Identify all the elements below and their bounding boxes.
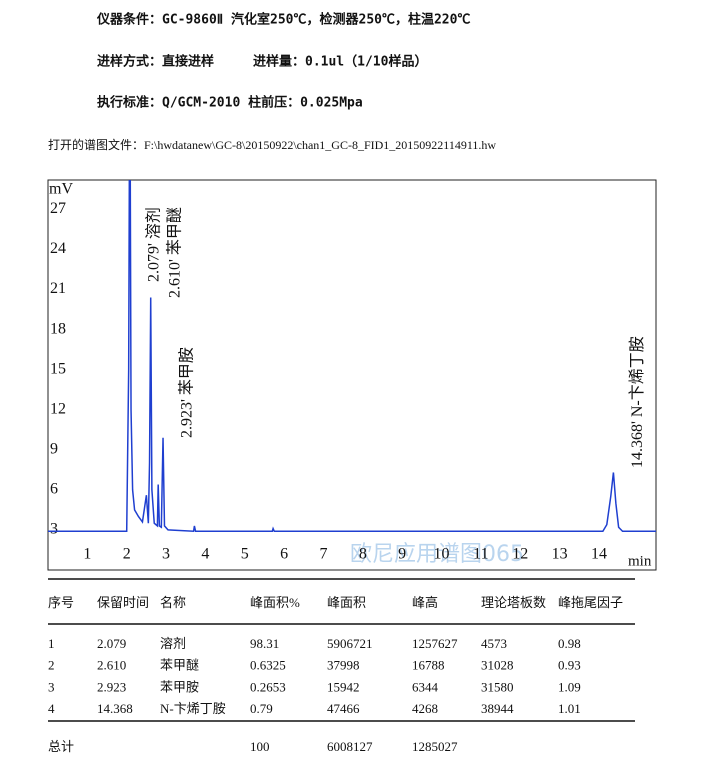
table-cell: 31580: [481, 679, 514, 694]
chromatogram-trace: [48, 180, 656, 533]
column-header: 保留时间: [97, 595, 149, 610]
x-tick-label: 10: [434, 546, 450, 563]
watermark: 欧尼应用谱图065: [350, 542, 524, 567]
table-cell: 溶剂: [160, 636, 186, 651]
table-cell: 15942: [327, 679, 360, 694]
table-cell: 1257627: [412, 636, 458, 651]
table-cell: 4268: [412, 701, 438, 716]
y-tick-label: 18: [50, 320, 66, 337]
table-cell: 4: [48, 701, 55, 716]
x-tick-label: 13: [552, 546, 568, 563]
column-header: 峰拖尾因子: [558, 595, 623, 610]
x-tick-label: 3: [162, 546, 170, 563]
x-tick-label: 4: [201, 546, 209, 563]
table-cell: 2.610: [97, 658, 126, 673]
table-cell: 16788: [412, 658, 445, 673]
table-cell: 苯甲胺: [160, 679, 199, 694]
peak-label: 2.923' 苯甲胺: [178, 347, 196, 438]
table-cell: 2: [48, 658, 55, 673]
column-header: 峰面积%: [250, 595, 300, 610]
y-tick-label: 9: [50, 440, 58, 457]
injection-mode: 进样方式：直接进样: [97, 54, 214, 70]
y-tick-label: 15: [50, 360, 66, 377]
y-tick-label: 3: [50, 521, 58, 538]
table-cell: 2.923: [97, 679, 126, 694]
table-cell: 3: [48, 679, 55, 694]
table-cell: 0.98: [558, 636, 581, 651]
peak-label: 2.079' 溶剂: [144, 207, 162, 282]
y-tick-label: 21: [50, 280, 66, 297]
x-tick-label: 11: [473, 546, 488, 563]
x-tick-label: 12: [512, 546, 528, 563]
x-tick-label: 6: [280, 546, 288, 563]
table-cell: 6344: [412, 679, 439, 694]
table-cell: 1.09: [558, 679, 581, 694]
table-cell: 2.079: [97, 636, 126, 651]
total-cell: 1285027: [412, 739, 458, 754]
y-tick-label: 6: [50, 481, 58, 498]
table-cell: 0.93: [558, 658, 581, 673]
x-tick-label: 14: [591, 546, 607, 563]
standard: 执行标准：Q/GCM-2010 柱前压：0.025Mpa: [97, 95, 363, 111]
x-tick-label: 2: [123, 546, 131, 563]
table-cell: 苯甲醚: [160, 658, 199, 673]
table-cell: 5906721: [327, 636, 373, 651]
y-unit: mV: [49, 181, 73, 198]
table-cell: 1: [48, 636, 55, 651]
table-cell: 14.368: [97, 701, 133, 716]
conditions: 仪器条件：GC-9860Ⅱ 汽化室250℃，检测器250℃，柱温220℃: [96, 12, 470, 28]
x-tick-label: 7: [319, 546, 327, 563]
x-tick-label: 1: [83, 546, 91, 563]
column-header: 名称: [160, 595, 186, 610]
x-tick-label: 9: [398, 546, 406, 563]
table-cell: N-卞烯丁胺: [160, 701, 226, 716]
column-header: 峰高: [412, 595, 438, 610]
y-tick-label: 24: [50, 240, 66, 257]
y-tick-label: 27: [50, 200, 66, 217]
injection-volume: 进样量：0.1ul（1/10样品）: [253, 54, 427, 70]
total-cell: 6008127: [327, 739, 373, 754]
peak-label: 2.610' 苯甲醚: [165, 207, 183, 298]
x-unit: min: [628, 553, 652, 569]
y-tick-label: 12: [50, 400, 66, 417]
total-cell: 总计: [48, 739, 74, 754]
table-cell: 98.31: [250, 636, 279, 651]
table-cell: 47466: [327, 701, 360, 716]
x-tick-label: 5: [241, 546, 249, 563]
column-header: 峰面积: [327, 595, 366, 610]
column-header: 序号: [48, 595, 74, 610]
table-cell: 38944: [481, 701, 514, 716]
table-cell: 4573: [481, 636, 507, 651]
x-tick-label: 8: [359, 546, 367, 563]
table-cell: 0.6325: [250, 658, 286, 673]
column-header: 理论塔板数: [481, 595, 546, 610]
total-cell: 100: [250, 739, 270, 754]
table-cell: 37998: [327, 658, 360, 673]
plot-frame: [47, 179, 657, 571]
table-cell: 31028: [481, 658, 514, 673]
file-path: 打开的谱图文件：F:\hwdatanew\GC-8\20150922\chan1…: [48, 137, 496, 152]
peak-label: 14.368' N-卞烯丁胺: [628, 336, 646, 468]
table-cell: 0.2653: [250, 679, 286, 694]
table-cell: 0.79: [250, 701, 273, 716]
table-cell: 1.01: [558, 701, 581, 716]
